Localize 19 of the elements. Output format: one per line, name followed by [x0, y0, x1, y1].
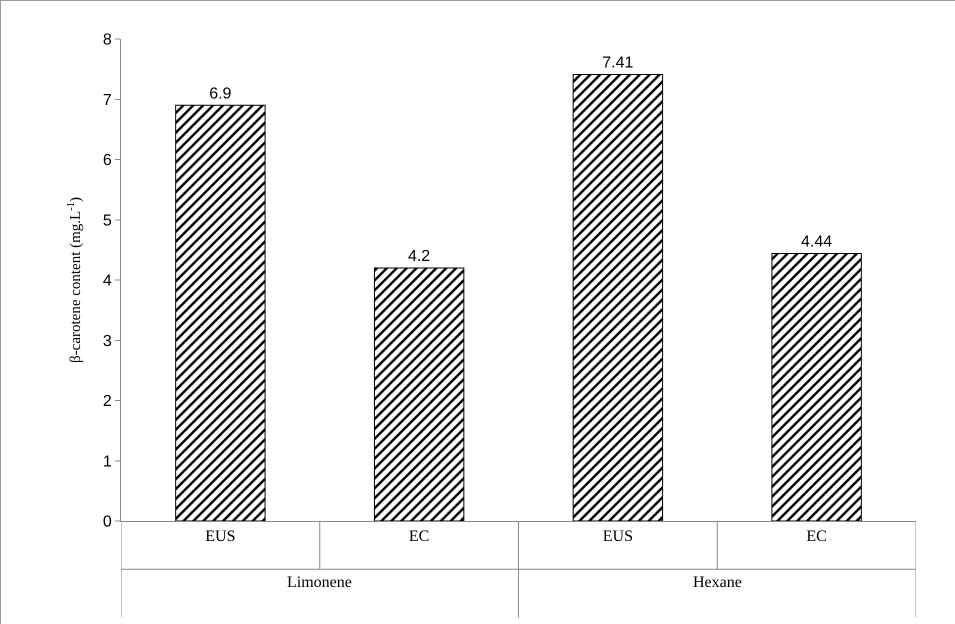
x-tick-label: EC — [806, 528, 827, 546]
y-tick-label: 7 — [102, 92, 112, 109]
text: Limonene — [287, 574, 352, 591]
y-tick-label: 1 — [102, 453, 112, 470]
y-tick-label: 5 — [102, 212, 112, 230]
y-tick-label: 8 — [102, 32, 112, 49]
data-label: 4.44 — [801, 233, 832, 250]
x-tick-label: EUS — [602, 528, 633, 546]
data-label: 4.2 — [408, 248, 430, 265]
text: Hexane — [693, 574, 742, 591]
y-tick-label: 3 — [102, 332, 112, 350]
y-tick-label: 0 — [102, 514, 112, 531]
x-tick-label: EC — [408, 528, 430, 546]
data-label: 6.9 — [209, 85, 232, 102]
x-tick-label: EUS — [205, 528, 236, 546]
y-tick-label: 6 — [102, 152, 112, 170]
y-tick-label: 4 — [102, 272, 112, 290]
data-label: 7.41 — [602, 54, 634, 72]
y-tick-label: 2 — [102, 393, 112, 410]
